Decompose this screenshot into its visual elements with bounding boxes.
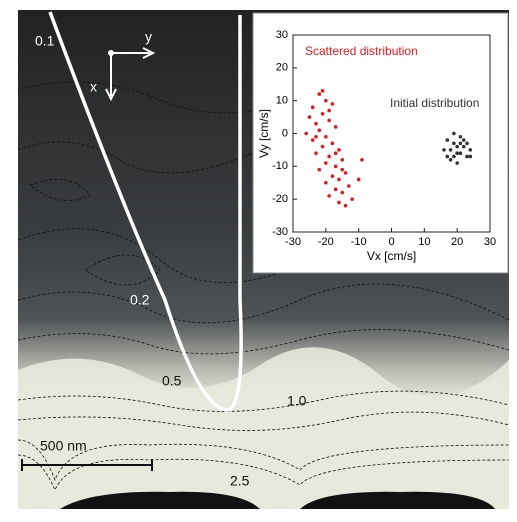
point [320, 112, 325, 116]
contour-label: 1.0 [287, 393, 307, 409]
point [340, 190, 345, 195]
point [337, 148, 341, 152]
structure [60, 491, 495, 509]
point [327, 118, 331, 123]
point [448, 157, 453, 162]
point [304, 131, 308, 136]
scale-label: 500 nm [40, 438, 87, 454]
point [350, 197, 354, 201]
point [461, 144, 466, 149]
legend-entry: Scattered distribution [305, 44, 418, 58]
point [468, 148, 473, 152]
x-tick-label: -10 [351, 236, 367, 248]
point [448, 148, 453, 152]
point [452, 141, 456, 146]
point [455, 144, 459, 149]
point [324, 134, 328, 139]
x-axis-label: Vx [cm/s] [367, 249, 416, 263]
x-tick-label: -30 [285, 236, 301, 248]
point [442, 148, 446, 152]
axis-y-label: y [145, 29, 152, 45]
point [314, 151, 318, 155]
point [343, 203, 348, 208]
contour-label: 0.5 [162, 373, 182, 389]
x-tick-label: 10 [418, 236, 430, 248]
point [458, 151, 463, 155]
point [465, 141, 469, 146]
point [324, 180, 328, 185]
y-tick-label: -30 [272, 226, 288, 238]
point [333, 125, 338, 129]
x-tick-label: 20 [451, 236, 463, 248]
point [458, 134, 463, 139]
x-tick-label: 0 [388, 236, 394, 248]
y-axis-label: Vy [cm/s] [257, 109, 271, 158]
point [347, 184, 351, 188]
point [314, 134, 318, 139]
point [337, 200, 341, 205]
point [333, 164, 338, 169]
contour-label: 0.2 [130, 292, 150, 308]
point [330, 141, 335, 146]
point [327, 154, 331, 159]
y-tick-label: -10 [272, 160, 288, 172]
x-tick-label: -20 [318, 236, 334, 248]
point [330, 174, 335, 178]
point [317, 167, 322, 172]
y-tick-label: -20 [272, 193, 288, 205]
point [461, 138, 466, 142]
point [324, 98, 328, 103]
y-tick-label: 10 [276, 95, 288, 107]
light-region [18, 347, 509, 509]
y-tick-label: 30 [276, 29, 288, 41]
contour-label: 2.5 [230, 473, 250, 489]
point [310, 138, 315, 142]
point [445, 154, 450, 159]
point [455, 161, 459, 165]
point [333, 151, 338, 155]
point [452, 131, 456, 136]
trajectory [48, 11, 243, 412]
point [455, 151, 459, 155]
axes-arrows [105, 47, 156, 102]
point [465, 154, 469, 159]
point [307, 115, 312, 119]
point [458, 141, 463, 146]
contour-label: 0.1 [35, 33, 55, 49]
y-tick-label: 20 [276, 62, 288, 74]
point [356, 177, 361, 182]
point [445, 138, 450, 142]
point [324, 161, 328, 165]
point [452, 154, 456, 159]
point [360, 157, 364, 162]
point [314, 121, 318, 126]
legend-entry: Initial distribution [390, 96, 479, 110]
point [330, 102, 335, 106]
y-tick-label: 0 [282, 127, 288, 139]
point [317, 92, 322, 96]
inset-plot: -30 -20 -10 0 10 20 30 -30 -20 -10 0 10 20 30 Vx [cm/s… [257, 29, 496, 263]
point [340, 167, 345, 172]
point [327, 108, 331, 113]
point [317, 128, 322, 133]
point [320, 144, 325, 149]
axis-x-label: x [90, 79, 97, 95]
x-tick-label: 30 [484, 236, 496, 248]
point [333, 187, 338, 192]
point [340, 157, 345, 162]
point [310, 105, 315, 110]
point [320, 89, 325, 93]
point [468, 154, 473, 159]
point [343, 171, 348, 175]
point [327, 194, 331, 198]
point [337, 177, 341, 182]
